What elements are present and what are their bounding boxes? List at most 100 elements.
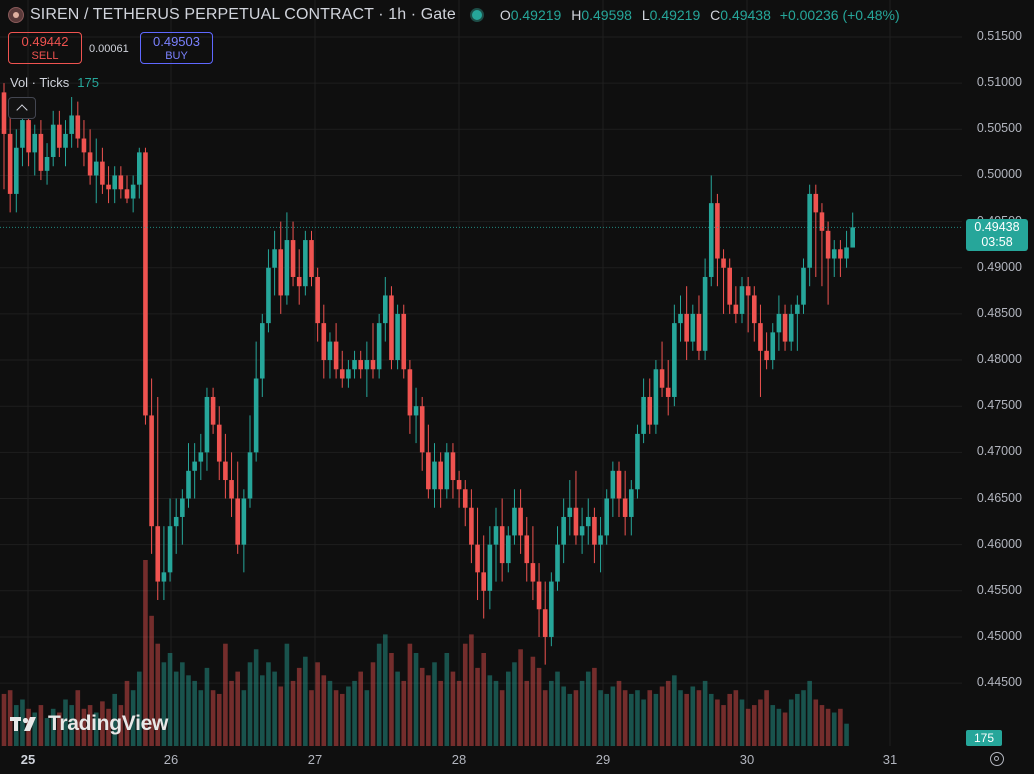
candle-body (278, 249, 284, 296)
candle-body (610, 470, 616, 499)
candle-body (383, 295, 388, 324)
volume-bar (106, 708, 111, 746)
volume-bar (192, 680, 197, 746)
candle-body (739, 286, 745, 314)
candle-body (1, 92, 7, 134)
volume-bar (290, 680, 296, 746)
candle-body (339, 369, 345, 379)
volume-bar (20, 699, 25, 746)
volume-bar (266, 662, 271, 746)
candle-body (469, 507, 474, 545)
buy-label: BUY (165, 50, 188, 62)
volume-bar (44, 718, 50, 746)
price-tick-label: 0.51000 (976, 75, 1022, 90)
candle-body (770, 332, 776, 361)
volume-bar (782, 712, 788, 746)
volume-bar (339, 693, 345, 746)
candle-body (795, 304, 800, 314)
candle-body (598, 535, 603, 545)
volume-bar (389, 653, 394, 746)
candle-body (167, 526, 173, 573)
candle-body (137, 152, 142, 185)
volume-bar (696, 690, 702, 746)
volume-bar (715, 699, 720, 746)
volume-bar (364, 690, 370, 746)
volume-bar (788, 699, 794, 746)
candle-body (315, 276, 320, 324)
volume-bar (432, 662, 437, 746)
last-price-label: 0.49438 03:58 (966, 219, 1028, 251)
volume-bar (216, 693, 222, 746)
candle-body (69, 115, 74, 134)
price-tick-label: 0.45500 (976, 582, 1022, 597)
candle-body (475, 544, 480, 573)
candle-body (32, 133, 38, 153)
candle-body (635, 433, 640, 490)
volume-bar (376, 643, 382, 746)
volume-bar (506, 671, 511, 746)
volume-bar (635, 690, 640, 746)
candle-body (518, 507, 523, 536)
volume-bar (739, 699, 745, 746)
volume-bar (573, 690, 579, 746)
volume-bar (223, 643, 228, 746)
candle-body (813, 193, 819, 213)
volume-bar (321, 675, 327, 746)
symbol-logo-icon[interactable] (8, 7, 24, 23)
volume-bar (229, 680, 234, 746)
ohlc-legend: O0.49219 H0.49598 L0.49219 C0.49438 +0.0… (494, 7, 900, 23)
market-status-icon[interactable] (469, 8, 484, 22)
symbol-title[interactable]: SIREN / TETHERUS PERPETUAL CONTRACT · 1h… (30, 6, 456, 23)
volume-bar (727, 693, 732, 746)
candle-body (358, 360, 363, 370)
candle-body (389, 295, 394, 361)
candle-body (57, 124, 62, 148)
candle-body (321, 323, 327, 361)
candle-body (579, 526, 585, 536)
change-value: +0.00236 (+0.48%) (779, 7, 900, 23)
volume-bar (327, 680, 333, 746)
volume-bar (370, 662, 376, 746)
volume-bar (462, 643, 468, 746)
buy-button[interactable]: 0.49503 BUY (140, 32, 213, 64)
candle-body (462, 489, 468, 508)
candle-body (100, 161, 105, 185)
volume-bar (567, 693, 573, 746)
volume-bar (100, 701, 105, 746)
volume-bar (167, 653, 173, 746)
candle-body (807, 193, 812, 268)
volume-bar (278, 686, 284, 746)
buy-price: 0.49503 (153, 34, 200, 49)
volume-bar (118, 705, 124, 746)
sell-button[interactable]: 0.49442 SELL (8, 32, 82, 64)
candle-body (44, 156, 50, 171)
time-tick-label: 25 (20, 752, 36, 767)
volume-bar (401, 680, 407, 746)
volume-bar (137, 671, 142, 746)
candle-body (727, 267, 732, 305)
candle-body (696, 313, 702, 351)
volume-bar (647, 690, 653, 746)
volume-bar (210, 690, 216, 746)
chart-header: SIREN / TETHERUS PERPETUAL CONTRACT · 1h… (8, 6, 900, 24)
candle-body (752, 295, 757, 324)
candle-body (180, 498, 185, 517)
candle-body (616, 470, 622, 499)
volume-legend[interactable]: Vol · Ticks 175 (10, 75, 99, 90)
volume-bar (629, 693, 634, 746)
chevron-up-icon[interactable] (8, 97, 36, 119)
candle-body (678, 313, 683, 324)
gear-icon[interactable] (990, 752, 1004, 766)
volume-bar (825, 708, 831, 746)
candle-body (758, 323, 763, 351)
candle-body (401, 313, 407, 370)
volume-bar (87, 705, 93, 746)
candle-body (561, 516, 566, 545)
candle-body (721, 258, 726, 268)
volume-legend-label: Vol · Ticks (10, 75, 70, 90)
candle-body (352, 360, 357, 370)
tradingview-logo[interactable]: TradingView (10, 712, 168, 736)
volume-bar (819, 705, 825, 746)
candle-body (309, 240, 314, 277)
